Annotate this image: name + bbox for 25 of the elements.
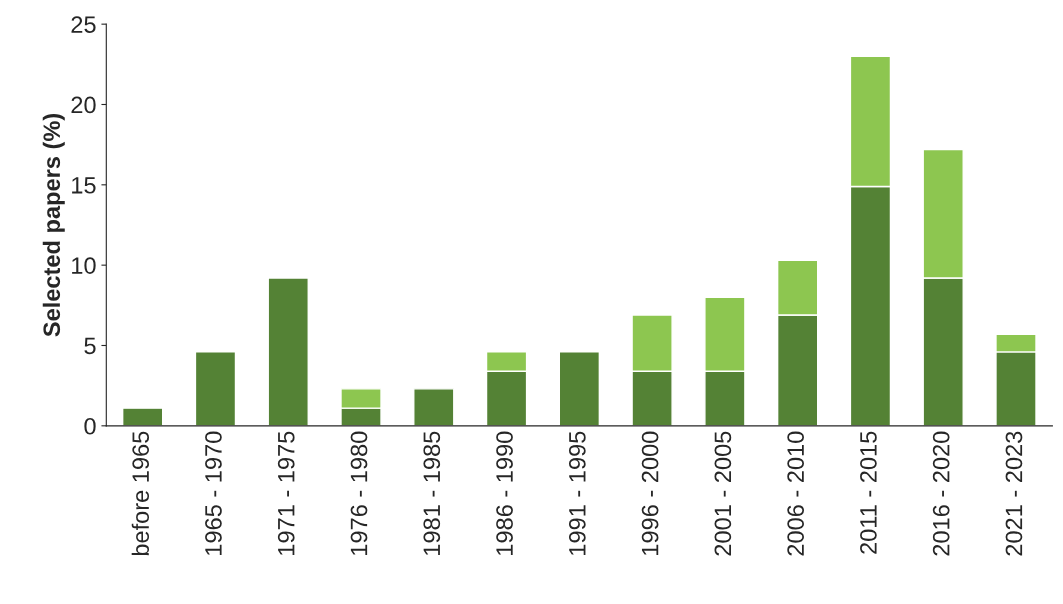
bar <box>267 277 309 426</box>
bar <box>413 388 455 426</box>
x-tick-label: 2021 - 2023 <box>1005 431 1023 556</box>
y-tick-label: 25 <box>71 16 96 33</box>
bar <box>194 351 237 426</box>
x-tick-label: 1971 - 1975 <box>277 431 295 555</box>
x-tick-label: 1981 - 1985 <box>423 431 441 555</box>
x-tick-label: 1986 - 1990 <box>496 431 513 555</box>
y-axis-title: Selected papers (%) <box>42 113 65 337</box>
bar <box>558 351 601 426</box>
bar <box>121 407 164 426</box>
x-tick-label: 1965 - 1970 <box>205 431 222 555</box>
y-tick-label: 20 <box>71 96 96 114</box>
x-tick-label: 1991 - 1995 <box>568 431 586 555</box>
x-tick-label: 2016 - 2020 <box>932 431 950 556</box>
x-tick-label: 1996 - 2000 <box>641 431 659 555</box>
x-tick-label: 1976 - 1980 <box>350 431 368 555</box>
y-tick-label: 5 <box>84 337 96 355</box>
y-tick-label: 0 <box>84 417 96 435</box>
x-tick-label: before 1965 <box>131 431 150 556</box>
x-tick-label: 2011 - 2015 <box>860 431 877 554</box>
y-tick-label: 15 <box>72 177 96 194</box>
x-tick-label: 2006 - 2010 <box>787 431 804 556</box>
x-tick-label: 2001 - 2005 <box>714 431 732 556</box>
y-tick-label: 10 <box>72 257 96 274</box>
